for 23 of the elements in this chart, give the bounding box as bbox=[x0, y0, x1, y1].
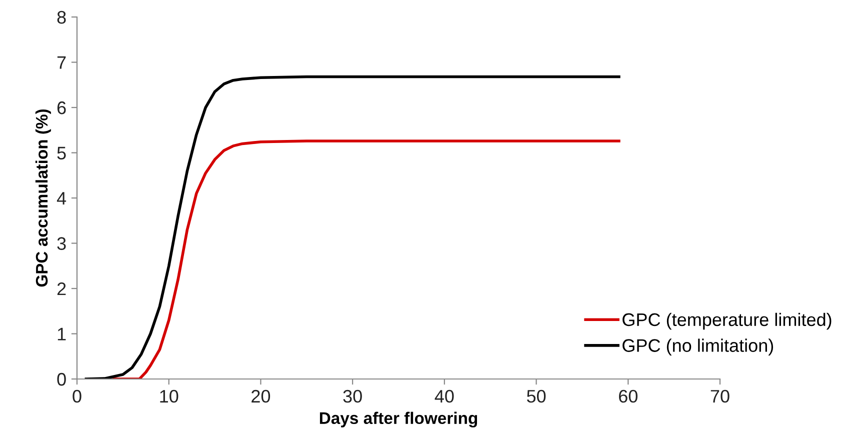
y-tick-label: 8 bbox=[57, 10, 66, 24]
y-tick-label: 5 bbox=[57, 146, 66, 160]
y-tick-label: 3 bbox=[57, 237, 66, 250]
x-tick-label: 70 bbox=[710, 390, 730, 403]
x-tick-label: 10 bbox=[160, 390, 178, 403]
y-tick-label: 0 bbox=[57, 372, 66, 386]
legend-label: GPC (no limitation) bbox=[622, 338, 774, 356]
y-axis-title: GPC accumulation (%) bbox=[35, 109, 51, 287]
x-axis-title: Days after flowering bbox=[320, 412, 478, 428]
line-series bbox=[112, 140, 620, 379]
y-tick-label: 1 bbox=[58, 328, 66, 340]
y-tick-label: 4 bbox=[56, 192, 66, 205]
x-tick-label: 60 bbox=[619, 390, 638, 403]
y-tick-label: 2 bbox=[57, 282, 66, 296]
y-tick-label: 7 bbox=[57, 56, 66, 69]
x-tick-label: 0 bbox=[72, 390, 82, 403]
x-tick-label: 20 bbox=[252, 390, 270, 403]
line-series bbox=[84, 75, 620, 379]
x-tick-label: 40 bbox=[434, 390, 454, 403]
x-tick-label: 30 bbox=[343, 390, 362, 403]
y-tick-label: 6 bbox=[57, 101, 66, 114]
x-tick-label: 50 bbox=[526, 390, 546, 403]
legend-label: GPC (temperature limited) bbox=[622, 312, 832, 330]
